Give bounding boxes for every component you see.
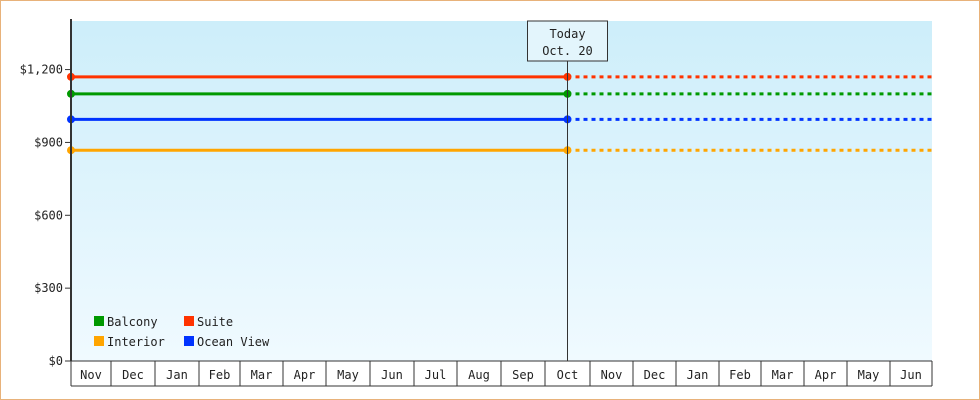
legend-label-interior: Interior xyxy=(107,335,165,349)
today-callout-label: Today xyxy=(549,27,585,41)
y-tick-label: $600 xyxy=(34,208,63,222)
x-month-label: Jan xyxy=(166,368,188,382)
x-month-label: Mar xyxy=(772,368,794,382)
legend-swatch-balcony xyxy=(94,316,104,326)
y-tick-label: $1,200 xyxy=(20,63,63,77)
x-month-label: Aug xyxy=(468,368,490,382)
x-month-label: Feb xyxy=(209,368,231,382)
y-tick-label: $0 xyxy=(49,354,63,368)
legend-swatch-interior xyxy=(94,336,104,346)
legend-swatch-suite xyxy=(184,316,194,326)
x-month-label: Jul xyxy=(425,368,447,382)
x-month-label: Sep xyxy=(512,368,534,382)
legend-swatch-ocean-view xyxy=(184,336,194,346)
x-month-label: Feb xyxy=(729,368,751,382)
legend-label-balcony: Balcony xyxy=(107,315,158,329)
x-month-label: Oct xyxy=(557,368,579,382)
x-month-label: Mar xyxy=(251,368,273,382)
x-month-label: Nov xyxy=(601,368,623,382)
y-tick-label: $300 xyxy=(34,281,63,295)
x-month-label: Dec xyxy=(644,368,666,382)
x-month-label: Dec xyxy=(122,368,144,382)
today-callout-date: Oct. 20 xyxy=(542,44,593,58)
x-month-label: Jan xyxy=(687,368,709,382)
x-month-label: Apr xyxy=(294,368,316,382)
x-month-label: Jun xyxy=(381,368,403,382)
legend-label-ocean-view: Ocean View xyxy=(197,335,270,349)
x-month-label: Apr xyxy=(815,368,837,382)
x-month-label: May xyxy=(858,368,880,382)
plot-area xyxy=(71,21,932,361)
legend-label-suite: Suite xyxy=(197,315,233,329)
today-callout-box xyxy=(527,20,608,62)
y-tick-label: $900 xyxy=(34,135,63,149)
x-month-label: Jun xyxy=(900,368,922,382)
x-month-label: May xyxy=(337,368,359,382)
x-month-label: Nov xyxy=(80,368,102,382)
